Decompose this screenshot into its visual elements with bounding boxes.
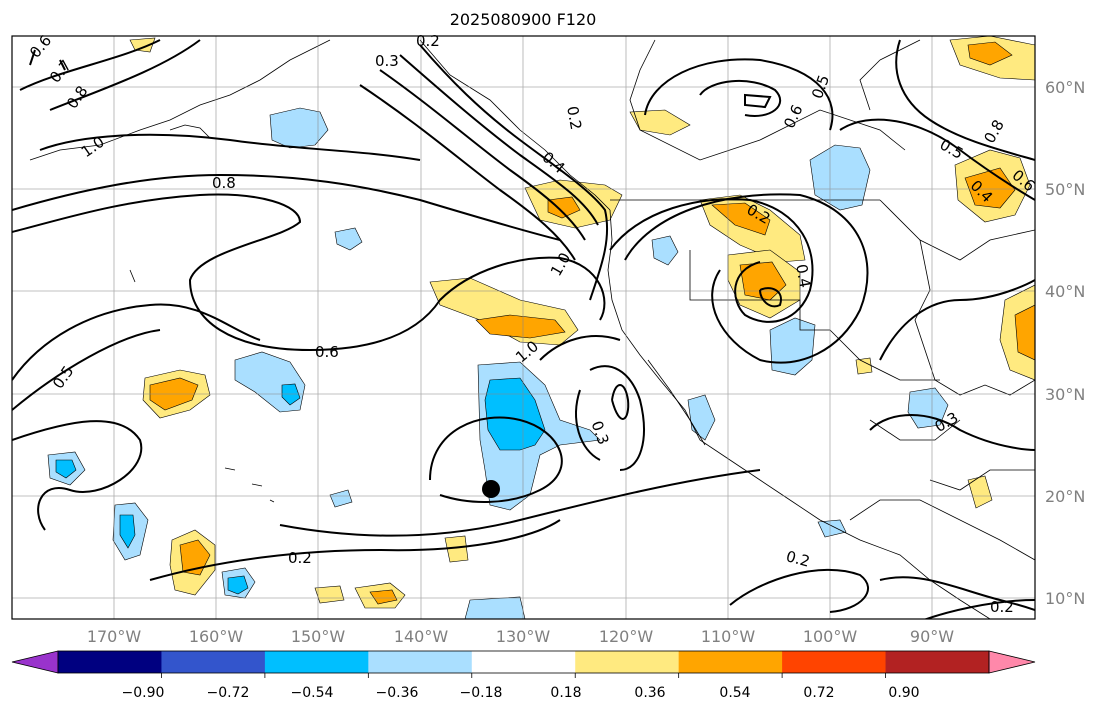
pos-anomaly-blob bbox=[547, 196, 581, 219]
pos-anomaly-blob bbox=[629, 109, 691, 136]
storm-center-marker bbox=[482, 480, 500, 498]
colorbar-tick-label: −0.36 bbox=[376, 685, 419, 701]
contour-label: 0.2 bbox=[990, 598, 1014, 616]
colorbar-segment bbox=[58, 651, 162, 673]
neg-anomaly-blob bbox=[281, 383, 301, 406]
pos-anomaly-blob bbox=[711, 202, 771, 236]
lat-label: 50°N bbox=[1045, 180, 1085, 199]
lon-label: 160°W bbox=[189, 627, 244, 646]
contour-label: 0.6 bbox=[315, 343, 339, 361]
neg-anomaly-blob bbox=[227, 575, 249, 595]
lat-label: 20°N bbox=[1045, 487, 1085, 506]
contour-label: 0.8 bbox=[212, 174, 236, 192]
colorbar-tick-label: −0.18 bbox=[460, 685, 503, 701]
neg-anomaly-blob bbox=[651, 235, 679, 266]
neg-anomaly-blob bbox=[484, 377, 546, 451]
colorbar-tick-labels: −0.90 −0.72 −0.54 −0.36 −0.18 0.18 0.36 … bbox=[122, 685, 920, 701]
contour-lines bbox=[12, 39, 1035, 619]
pos-anomaly-blob bbox=[314, 585, 345, 604]
colorbar-tick-label: 0.36 bbox=[634, 685, 665, 701]
map-title: 2025080900 F120 bbox=[449, 10, 597, 29]
pos-anomaly-blob bbox=[475, 314, 566, 339]
longitude-labels: 170°W 160°W 150°W 140°W 130°W 120°W 110°… bbox=[87, 627, 954, 646]
colorbar-tick-label: −0.72 bbox=[207, 685, 250, 701]
neg-anomaly-blob bbox=[464, 596, 526, 619]
pos-anomaly-blob bbox=[129, 37, 156, 53]
colorbar-tick-label: −0.90 bbox=[122, 685, 165, 701]
lon-label: 140°W bbox=[394, 627, 449, 646]
lat-label: 30°N bbox=[1045, 385, 1085, 404]
neg-anomaly-blob bbox=[334, 227, 363, 251]
colorbar-segment bbox=[575, 651, 680, 673]
contour-label: 0.2 bbox=[784, 547, 812, 571]
lon-label: 120°W bbox=[599, 627, 654, 646]
neg-anomaly-blob bbox=[809, 144, 871, 211]
pos-anomaly-blob bbox=[964, 167, 1016, 209]
latitude-labels: 60°N 50°N 40°N 30°N 20°N 10°N bbox=[1045, 78, 1085, 608]
neg-anomaly-blob bbox=[769, 317, 816, 376]
colorbar-extend-min bbox=[11, 650, 59, 674]
lon-label: 90°W bbox=[910, 627, 954, 646]
colorbar-frame bbox=[57, 650, 990, 674]
pos-anomaly-blob bbox=[444, 535, 469, 563]
colorbar-segment bbox=[885, 651, 990, 673]
contour-label: 0.3 bbox=[375, 52, 399, 70]
shaded-anomalies bbox=[47, 36, 1035, 619]
colorbar-segment bbox=[264, 651, 369, 673]
contour-label: 0.2 bbox=[563, 105, 585, 132]
colorbar-segment bbox=[161, 651, 266, 673]
pos-anomaly-blob bbox=[1014, 304, 1035, 361]
contour-label: 0.2 bbox=[416, 32, 440, 50]
lon-label: 100°W bbox=[803, 627, 858, 646]
colorbar bbox=[11, 650, 1036, 678]
lat-label: 60°N bbox=[1045, 78, 1085, 97]
map-frame bbox=[11, 35, 1036, 620]
lon-label: 130°W bbox=[496, 627, 551, 646]
pos-anomaly-blob bbox=[369, 589, 398, 605]
colorbar-tick-label: 0.54 bbox=[719, 685, 750, 701]
colorbar-segment bbox=[471, 651, 576, 673]
neg-anomaly-blob bbox=[329, 489, 353, 508]
neg-anomaly-blob bbox=[817, 519, 847, 538]
colorbar-tick-label: 0.18 bbox=[550, 685, 581, 701]
lon-label: 110°W bbox=[701, 627, 756, 646]
neg-anomaly-blob bbox=[119, 514, 136, 549]
contour-label: 0.4 bbox=[792, 263, 814, 290]
contour-label: 0.2 bbox=[288, 549, 312, 567]
colorbar-segment bbox=[678, 651, 783, 673]
colorbar-tick-label: 0.72 bbox=[803, 685, 834, 701]
colorbar-segment bbox=[368, 651, 473, 673]
lon-label: 150°W bbox=[291, 627, 346, 646]
neg-anomaly-blob bbox=[55, 459, 77, 479]
colorbar-segment bbox=[782, 651, 887, 673]
lat-label: 10°N bbox=[1045, 589, 1085, 608]
colorbar-extend-max bbox=[988, 650, 1036, 674]
neg-anomaly-blob bbox=[907, 387, 949, 429]
coastlines bbox=[29, 39, 1035, 619]
lon-label: 170°W bbox=[87, 627, 142, 646]
colorbar-tick-label: 0.90 bbox=[888, 685, 919, 701]
pos-anomaly-blob bbox=[855, 357, 873, 375]
colorbar-tick-label: −0.54 bbox=[291, 685, 334, 701]
lat-label: 40°N bbox=[1045, 282, 1085, 301]
neg-anomaly-blob bbox=[269, 107, 329, 149]
pos-anomaly-blob bbox=[967, 41, 1013, 66]
